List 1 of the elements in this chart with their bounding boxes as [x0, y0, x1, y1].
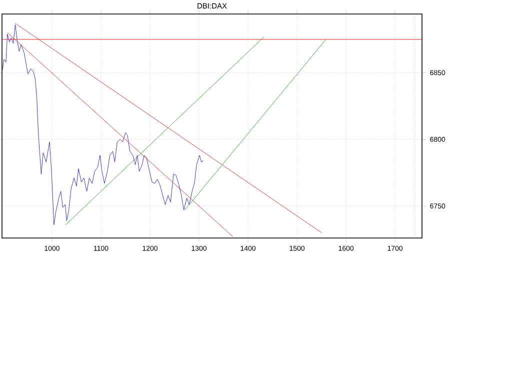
line-series [2, 24, 204, 225]
